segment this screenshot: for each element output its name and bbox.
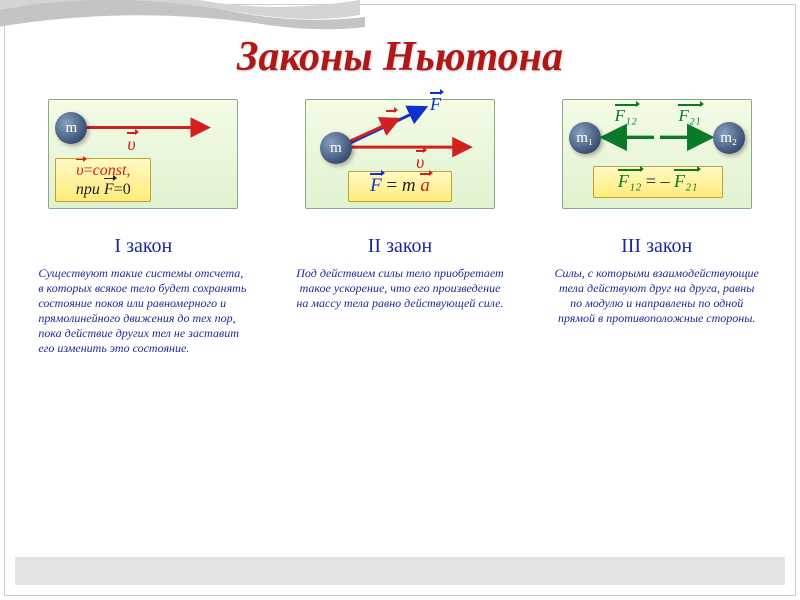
law3-F12-label: F₁₂ <box>615 106 637 126</box>
law1-desc: Существуют такие системы отсчета, в кото… <box>38 266 248 356</box>
law3-formula-F21: F₂₁ <box>674 171 698 193</box>
slide-frame: Законы Ньютона m υ υ=const, при F=0 <box>4 4 796 596</box>
law2-column: m F a υ F = m a II закон Под действием с… <box>282 99 519 356</box>
bottom-bar <box>15 557 785 585</box>
law1-diagram: m υ υ=const, при F=0 <box>48 99 238 209</box>
law3-column: m₁ m₂ F₁₂ F₂₁ F₁₂ = – F₂₁ III закон Силы… <box>538 99 775 356</box>
law2-formula-a: a <box>420 175 430 198</box>
law1-formula-v: υ <box>76 161 83 180</box>
law2-title: II закон <box>368 235 433 258</box>
law2-mass: m <box>320 132 352 164</box>
law2-formula: F = m a <box>348 171 452 202</box>
law1-mass-label: m <box>65 120 77 137</box>
law2-desc: Под действием силы тело приобретает тако… <box>295 266 505 311</box>
law3-F21-label: F₂₁ <box>678 106 700 126</box>
law1-column: m υ υ=const, при F=0 I закон Существуют … <box>25 99 262 356</box>
law1-v-label: υ <box>127 134 135 155</box>
law2-v-label: υ <box>416 152 424 173</box>
law3-mass2-label: m₂ <box>720 130 737 147</box>
law3-formula-F12: F₁₂ <box>618 171 642 193</box>
law3-desc: Силы, с которыми взаимодействующие тела … <box>552 266 762 326</box>
law3-mass1-label: m₁ <box>576 130 593 147</box>
law1-formula: υ=const, при F=0 <box>55 158 151 202</box>
law2-diagram: m F a υ F = m a <box>305 99 495 209</box>
law2-F-label: F <box>430 94 441 115</box>
law2-mass-label: m <box>330 140 342 157</box>
law3-diagram: m₁ m₂ F₁₂ F₂₁ F₁₂ = – F₂₁ <box>562 99 752 209</box>
laws-row: m υ υ=const, при F=0 I закон Существуют … <box>5 81 795 356</box>
law3-title: III закон <box>621 235 692 258</box>
page-title: Законы Ньютона <box>5 5 795 81</box>
law2-a-label: a <box>386 112 395 132</box>
law2-formula-F: F <box>370 175 382 198</box>
law3-mass2: m₂ <box>713 122 745 154</box>
law3-formula: F₁₂ = – F₂₁ <box>593 166 723 198</box>
law3-mass1: m₁ <box>569 122 601 154</box>
law1-title: I закон <box>114 235 172 258</box>
